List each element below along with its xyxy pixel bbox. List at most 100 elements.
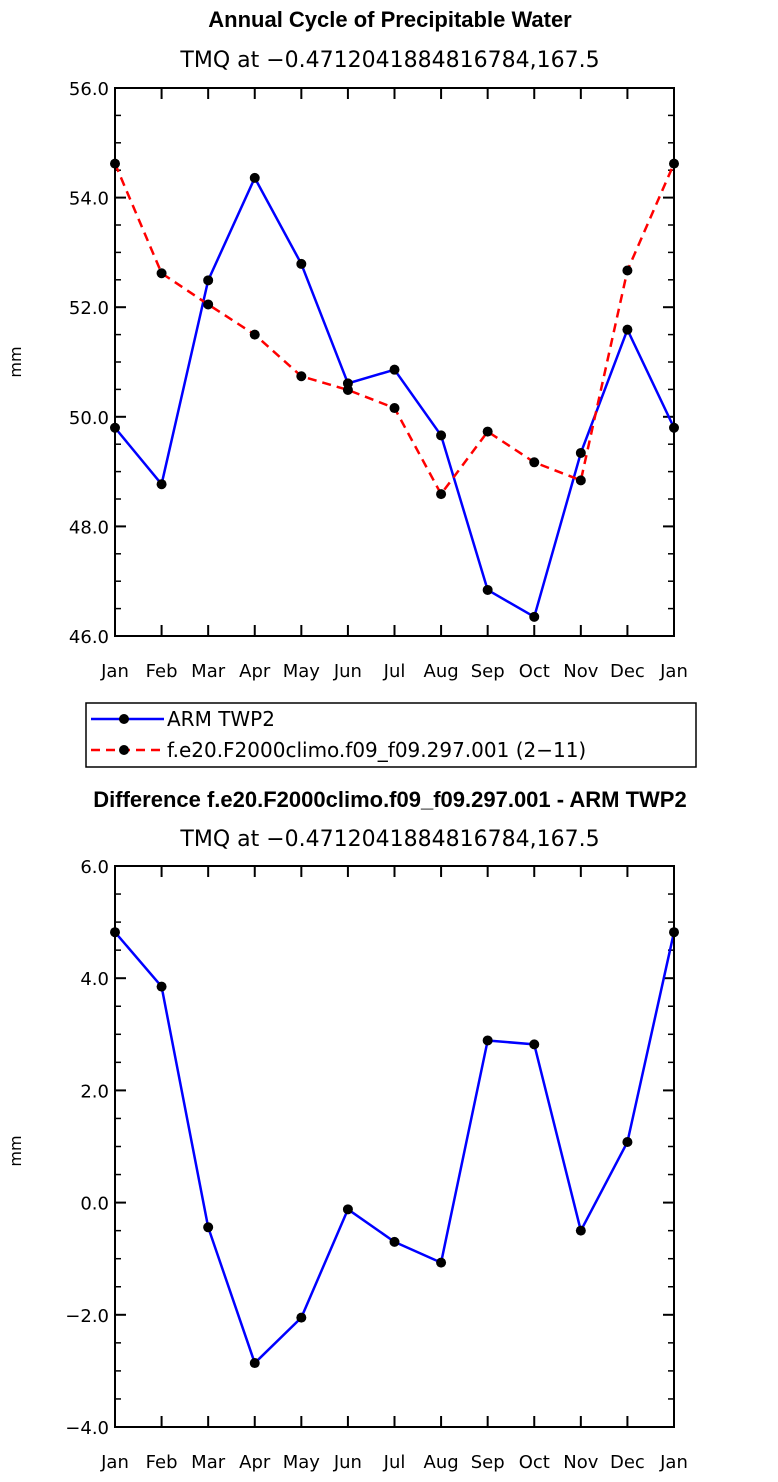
data-point-secondary [342, 384, 353, 395]
y-tick-label: 2.0 [80, 1081, 109, 1102]
legend-marker-arm [119, 714, 129, 724]
data-point-primary [575, 447, 586, 458]
x-tick-label: Mar [191, 661, 226, 682]
x-tick-label: Nov [563, 1452, 598, 1473]
x-tick-label: Jan [100, 661, 129, 682]
y-tick-label: −4.0 [65, 1418, 109, 1439]
data-point-primary [203, 1222, 214, 1233]
x-tick-label: Feb [146, 1452, 178, 1473]
chart1-subtitle: TMQ at −0.4712041884816784,167.5 [179, 48, 599, 73]
y-tick-label: −2.0 [65, 1306, 109, 1327]
chart1-ticks [114, 87, 675, 637]
data-point-secondary [389, 403, 400, 414]
data-point-primary [622, 1137, 633, 1148]
annual-cycle-chart: Annual Cycle of Precipitable Water TMQ a… [6, 7, 688, 682]
chart1-series-lines [113, 163, 676, 619]
x-tick-label: Aug [424, 661, 459, 682]
y-tick-label: 54.0 [69, 189, 109, 210]
data-point-primary [575, 1225, 586, 1236]
difference-chart: Difference f.e20.F2000climo.f09_f09.297.… [6, 787, 688, 1473]
data-point-secondary [529, 457, 540, 468]
y-tick-label: 0.0 [80, 1194, 109, 1215]
chart1-ylabel: mm [6, 346, 25, 377]
legend-label-model: f.e20.F2000climo.f09_f09.297.001 (2−11) [167, 738, 586, 762]
x-tick-label: Jan [659, 661, 688, 682]
legend-marker-model [119, 745, 129, 755]
chart2-series-lines [114, 931, 676, 1365]
y-tick-label: 48.0 [69, 517, 109, 538]
data-point-primary [296, 1312, 307, 1323]
data-point-primary [389, 364, 400, 375]
data-point-secondary [575, 475, 586, 486]
chart1-y-tick-labels: 46.0 48.0 50.0 52.0 54.0 56.0 [69, 79, 109, 648]
data-point-secondary [156, 268, 167, 279]
data-point-secondary [203, 299, 214, 310]
data-point-secondary [482, 426, 493, 437]
y-tick-label: 6.0 [80, 857, 109, 878]
x-tick-label: Jul [383, 661, 406, 682]
y-tick-label: 56.0 [69, 79, 109, 100]
x-tick-label: Oct [519, 1452, 550, 1473]
series-line-primary [114, 931, 676, 1365]
y-tick-label: 52.0 [69, 298, 109, 319]
x-tick-label: Apr [239, 661, 271, 682]
x-tick-label: Mar [191, 1452, 226, 1473]
chart2-plot-frame [114, 865, 675, 1428]
chart2-ticks [114, 865, 675, 1428]
x-tick-label: Jan [100, 1452, 129, 1473]
y-tick-label: 50.0 [69, 408, 109, 429]
chart2-y-tick-labels: −4.0 −2.0 0.0 2.0 4.0 6.0 [65, 857, 109, 1439]
chart1-plot-frame [114, 87, 675, 637]
data-point-primary [249, 1358, 260, 1369]
data-point-primary [436, 430, 447, 441]
chart1-data-points [110, 158, 679, 622]
x-tick-label: Oct [519, 661, 550, 682]
data-point-primary [529, 611, 540, 622]
data-point-primary [389, 1236, 400, 1247]
series-line-secondary [113, 163, 676, 496]
legend-label-arm: ARM TWP2 [167, 707, 275, 731]
data-point-primary [203, 275, 214, 286]
data-point-primary [342, 1204, 353, 1215]
chart2-x-tick-labels: Jan Feb Mar Apr May Jun Jul Aug Sep Oct Nov Dec Jan [100, 1452, 688, 1473]
x-tick-label: Apr [239, 1452, 271, 1473]
data-point-primary [436, 1257, 447, 1268]
y-tick-label: 46.0 [69, 627, 109, 648]
data-point-secondary [296, 371, 307, 382]
series-line-primary [114, 176, 676, 619]
data-point-primary [482, 584, 493, 595]
x-tick-label: Aug [424, 1452, 459, 1473]
x-tick-label: Jul [383, 1452, 406, 1473]
chart1-title: Annual Cycle of Precipitable Water [208, 7, 572, 32]
data-point-secondary [622, 265, 633, 276]
x-tick-label: May [283, 661, 321, 682]
chart1-x-tick-labels: Jan Feb Mar Apr May Jun Jul Aug Sep Oct Nov Dec Jan [100, 661, 688, 682]
data-point-primary [529, 1039, 540, 1050]
x-tick-label: Sep [471, 1452, 505, 1473]
x-tick-label: Jun [333, 1452, 362, 1473]
chart2-title: Difference f.e20.F2000climo.f09_f09.297.… [93, 787, 686, 812]
chart2-subtitle: TMQ at −0.4712041884816784,167.5 [179, 827, 599, 852]
data-point-primary [482, 1035, 493, 1046]
x-tick-label: May [283, 1452, 321, 1473]
x-tick-label: Dec [610, 661, 645, 682]
x-tick-label: Feb [146, 661, 178, 682]
chart2-data-points [110, 927, 679, 1369]
data-point-primary [622, 324, 633, 335]
x-tick-label: Nov [563, 661, 598, 682]
x-tick-label: Jun [333, 661, 362, 682]
x-tick-label: Dec [610, 1452, 645, 1473]
data-point-primary [156, 479, 167, 490]
x-tick-label: Jan [659, 1452, 688, 1473]
chart2-ylabel: mm [6, 1135, 25, 1166]
data-point-primary [156, 981, 167, 992]
chart1-legend: ARM TWP2 f.e20.F2000climo.f09_f09.297.00… [85, 702, 697, 768]
y-tick-label: 4.0 [80, 969, 109, 990]
legend-box [85, 702, 697, 768]
data-point-primary [249, 172, 260, 183]
x-tick-label: Sep [471, 661, 505, 682]
data-point-secondary [436, 489, 447, 500]
data-point-primary [296, 258, 307, 269]
data-point-secondary [249, 329, 260, 340]
